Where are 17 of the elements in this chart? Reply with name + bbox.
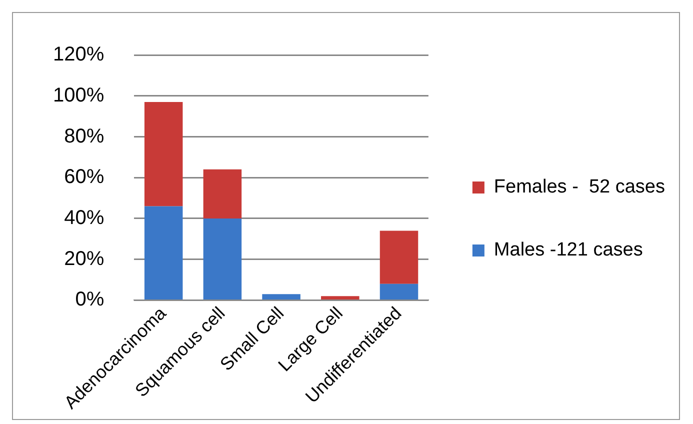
bar bbox=[144, 102, 183, 206]
bar bbox=[380, 284, 418, 300]
bar bbox=[321, 296, 360, 300]
legend-label: Males -121 cases bbox=[494, 240, 643, 261]
bar bbox=[262, 294, 300, 300]
y-tick-label: 80% bbox=[64, 125, 104, 148]
y-tick-label: 60% bbox=[64, 166, 104, 188]
y-tick-label: 120% bbox=[52, 44, 104, 66]
y-tick-label: 0% bbox=[75, 288, 104, 311]
bar bbox=[203, 218, 242, 300]
y-tick-label: 100% bbox=[52, 84, 104, 106]
bar bbox=[144, 206, 183, 300]
y-tick-label: 40% bbox=[64, 206, 104, 229]
legend-label: Females - 52 cases bbox=[494, 176, 666, 198]
bar bbox=[203, 169, 242, 218]
bar bbox=[380, 230, 418, 284]
y-tick-label: 20% bbox=[64, 248, 104, 270]
